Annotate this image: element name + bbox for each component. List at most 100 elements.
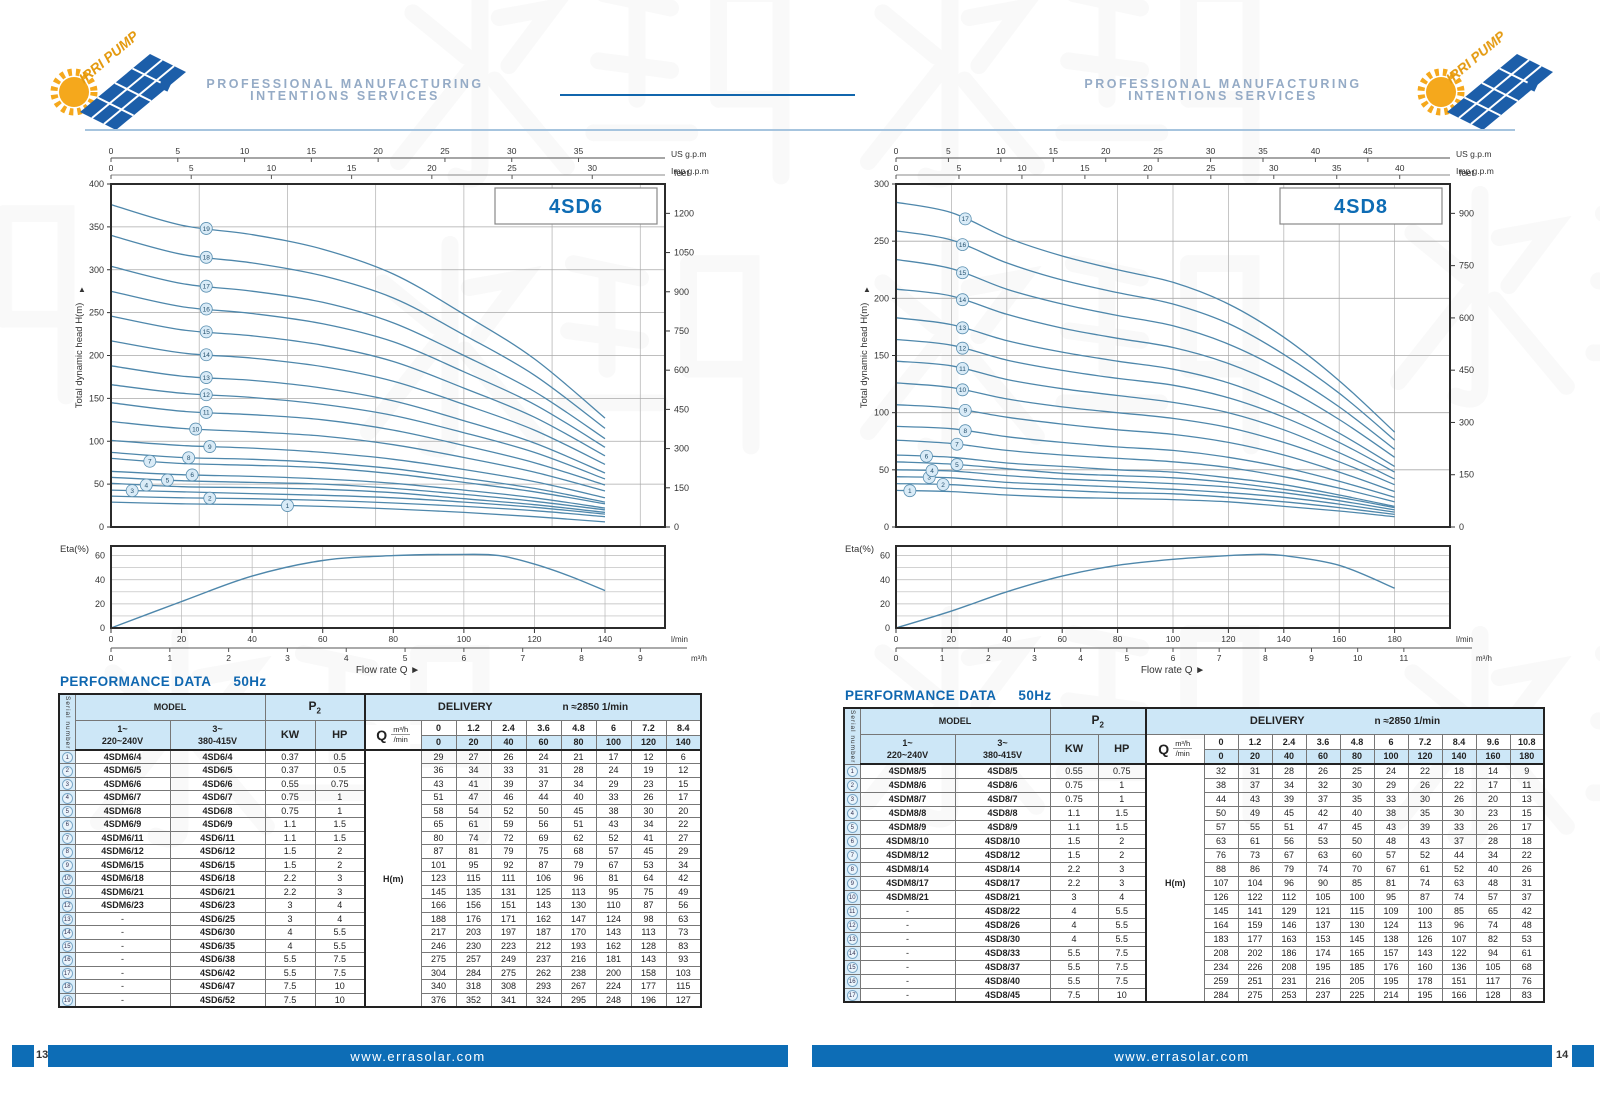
head-value: 376	[420, 992, 457, 1008]
head-value: 40	[560, 790, 597, 805]
curve-label-circle	[956, 341, 969, 355]
svg-text: 50	[879, 465, 889, 475]
model-3ph: 4SD6/12	[169, 844, 266, 859]
head-value: 129	[1271, 903, 1307, 919]
head-value: 87	[1407, 889, 1443, 905]
q-m3h-value: 4.8	[1339, 733, 1375, 750]
serial-number: 10	[846, 892, 858, 903]
serial-number: 12	[61, 900, 73, 912]
svg-text: 6	[1171, 653, 1176, 663]
q-lmin-value: 100	[1373, 748, 1409, 765]
head-value: 79	[1271, 861, 1307, 877]
head-value: 98	[630, 911, 667, 926]
head-value: 275	[490, 965, 527, 980]
serial-number: 1	[846, 766, 858, 777]
kw-value: 5.5	[264, 952, 316, 967]
svg-text: 350	[89, 222, 104, 232]
model-1ph: 4SDM6/8	[74, 803, 171, 818]
model-1ph: 4SDM8/10	[859, 833, 956, 849]
head-value: 96	[1271, 875, 1307, 891]
head-value: 37	[1509, 889, 1545, 905]
head-value: 137	[1305, 917, 1341, 933]
head-value: 28	[1271, 763, 1307, 779]
kw-value: 1.5	[264, 844, 316, 859]
head-value: 40	[1339, 805, 1375, 821]
hp-value: 4	[314, 911, 366, 926]
head-value: 177	[630, 979, 667, 994]
curve-label-circle	[958, 424, 972, 438]
head-value: 14	[1475, 763, 1511, 779]
svg-text: 40	[1002, 634, 1012, 644]
model-badge: 4SD8	[1334, 196, 1388, 218]
td: 13	[58, 911, 76, 926]
head-value: 19	[630, 763, 667, 778]
head-value: 196	[630, 992, 667, 1008]
head-value: 27	[665, 830, 702, 845]
head-value: 284	[1203, 987, 1239, 1003]
pump-curve	[895, 489, 1395, 518]
svg-line	[1470, 65, 1542, 125]
span: PROFESSIONAL MANUFACTURING	[1084, 77, 1362, 91]
svg-text: 300	[89, 265, 104, 275]
kw-value: 5.5	[1049, 973, 1099, 989]
kw-value: 0.55	[264, 776, 316, 791]
hp-value: 10	[314, 992, 366, 1008]
head-value: 109	[1373, 903, 1409, 919]
website-link[interactable]: www.errasolar.com	[1114, 1048, 1250, 1064]
serial-number: 16	[846, 976, 858, 987]
model-3ph: 4SD6/21	[169, 884, 266, 899]
svg-text: 40	[1395, 163, 1405, 173]
table-row: 7 4SDM8/12 4SD8/12 1.5 2 76 73 67 63 60 57 52 44 34 22	[843, 847, 1545, 863]
head-value: 216	[560, 952, 597, 967]
q-unit-m3h: m³/h	[1173, 739, 1193, 750]
pump-curve	[110, 489, 606, 515]
head-value: 93	[665, 952, 702, 967]
tbody: Serial number MODEL P2 DELIVERY n ≈2850 1/mi…	[58, 693, 702, 1008]
svg-text: 30	[507, 146, 517, 156]
head-value: 275	[1237, 987, 1273, 1003]
svg-text: 20	[373, 146, 383, 156]
svg-text: 11	[203, 410, 210, 417]
head-value: 183	[1203, 931, 1239, 947]
q-m3h-value: 2.4	[1271, 733, 1307, 750]
svg-line	[1481, 82, 1519, 102]
pump-curve	[895, 476, 1395, 513]
model-1ph: -	[74, 925, 171, 940]
head-value: 69	[525, 830, 562, 845]
tagline-right: PROFESSIONAL MANUFACTURING INTENTIONS SE…	[1068, 77, 1378, 103]
head-value: 82	[1475, 931, 1511, 947]
pump-curve	[110, 384, 606, 480]
website-link[interactable]: www.errasolar.com	[350, 1048, 486, 1064]
kw-value: 4	[264, 925, 316, 940]
head-value: 50	[525, 803, 562, 818]
head-value: 153	[1305, 931, 1341, 947]
head-value: 45	[560, 803, 597, 818]
speed-label: n ≈2850 1/min	[562, 701, 629, 713]
head-value: 212	[525, 938, 562, 953]
kw-value: 3	[264, 898, 316, 913]
svg-text: 60	[318, 634, 328, 644]
svg-text: 5	[403, 653, 408, 663]
model-1ph: -	[74, 979, 171, 994]
serial-number: 16	[61, 954, 73, 966]
q-m3h-value: 0	[420, 719, 457, 736]
head-value: 44	[1203, 791, 1239, 807]
model-3ph: 4SD8/17	[954, 875, 1051, 891]
svg-text: 0	[894, 634, 899, 644]
tagline-left: PROFESSIONAL MANUFACTURING INTENTIONS SE…	[190, 78, 500, 103]
head-value: 88	[1203, 861, 1239, 877]
curve-label-circle	[189, 422, 203, 436]
serial-number: 9	[846, 878, 858, 889]
svg-text: Eta(%)	[845, 544, 874, 555]
head-value: 166	[1441, 987, 1477, 1003]
kw-value: 0.75	[264, 790, 316, 805]
svg-text: 13	[959, 325, 967, 332]
svg-text: 400	[89, 179, 104, 189]
head-value: 95	[595, 884, 632, 899]
hp-value: 3	[314, 871, 366, 886]
svg-text: Total dynamic head H(m)	[74, 303, 85, 409]
head-value: 340	[420, 979, 457, 994]
q-lmin-value: 0	[420, 734, 457, 751]
table-row: 10 4SDM8/21 4SD8/21 3 4 126 122 112 105 100 95 87 74…	[843, 889, 1545, 905]
svg-text: 12	[203, 392, 211, 399]
